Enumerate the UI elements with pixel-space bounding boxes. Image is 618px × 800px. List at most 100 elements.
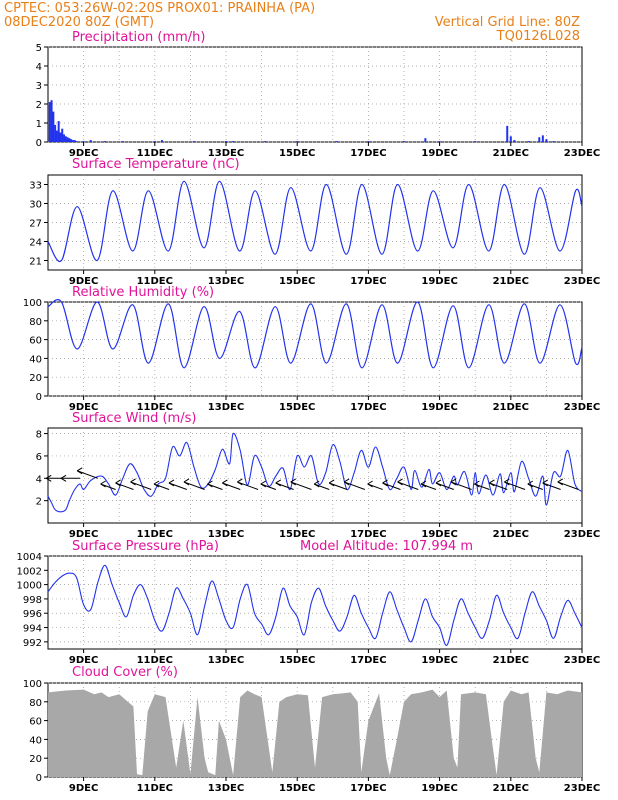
rh-ytick-label: 80 [29, 317, 42, 328]
precip-ytick-label: 1 [36, 119, 42, 130]
wind-arrow-head [367, 480, 373, 485]
precip-bar [192, 141, 195, 142]
wind-arrow-head [207, 483, 213, 488]
temp-xtick-label: 13DEC [208, 276, 244, 287]
precip-bar [70, 139, 73, 142]
wind-ytick-label: 4 [36, 474, 42, 485]
cloud-ytick-label: 60 [29, 717, 42, 728]
wind-arrow-head [100, 480, 106, 485]
wind-arrow-head [474, 480, 480, 485]
precip-xtick-label: 21DEC [493, 148, 529, 159]
wind-arrow [329, 482, 348, 490]
wind-arrow-head [382, 479, 388, 484]
precip-ytick-label: 5 [36, 43, 42, 54]
wind-arrow [382, 482, 401, 490]
cloud-xtick-label: 13DEC [208, 783, 244, 794]
precip-bar [82, 141, 85, 142]
rh-ytick-label: 100 [23, 298, 42, 309]
wind-arrow-head [382, 482, 388, 487]
precip-bar [59, 132, 62, 142]
precip-bar [55, 130, 58, 142]
temp-series-line [47, 180, 583, 263]
wind-arrow [397, 481, 419, 490]
wind-arrow-head [222, 479, 228, 484]
wind-arrow-head [183, 481, 190, 486]
wind-arrow-head [45, 477, 52, 482]
precip-bar [48, 102, 51, 142]
pres-xtick-label: 19DEC [421, 655, 457, 666]
wind-arrow-head [275, 479, 282, 484]
wind-arrow [314, 483, 330, 490]
cloud-title: Cloud Cover (%) [72, 665, 178, 680]
wind-arrow-head [367, 483, 373, 488]
wind-arrow-head [397, 481, 403, 486]
cloud-xtick-label: 21DEC [493, 783, 529, 794]
cloud-area [48, 689, 582, 777]
pres-series-line [47, 564, 583, 646]
precip-bar [232, 141, 235, 142]
wind-ytick-label: 2 [36, 497, 42, 508]
wind-arrow [450, 481, 472, 490]
precip-bar [506, 125, 509, 142]
rh-ytick-label: 40 [29, 354, 42, 365]
wind-arrow [489, 482, 508, 490]
wind-xtick-label: 11DEC [137, 529, 173, 540]
temp-title: Surface Temperature (nC) [72, 157, 240, 172]
wind-arrow-head [115, 479, 121, 484]
wind-arrow-head [557, 478, 564, 483]
precip-xtick-label: 17DEC [350, 148, 386, 159]
wind-arrow [343, 481, 366, 490]
wind-arrow-head [489, 479, 495, 484]
wind-arrow-head [450, 481, 457, 486]
temp-ytick-label: 21 [29, 257, 42, 268]
wind-arrow-head [290, 481, 297, 486]
precip-bar [335, 141, 338, 142]
wind-arrow-head [130, 481, 136, 486]
wind-arrow-head [489, 482, 495, 487]
wind-arrow [542, 482, 561, 490]
pres-frame [47, 555, 583, 650]
wind-frame [47, 427, 583, 524]
pres-xtick-label: 23DEC [564, 655, 600, 666]
rh-xtick-label: 9DEC [69, 402, 98, 413]
wind-arrow [527, 483, 544, 490]
precip-bar [225, 141, 227, 142]
wind-arrow-head [420, 483, 427, 488]
precip-bar [61, 128, 64, 142]
wind-arrow [168, 482, 188, 490]
wind-arrow [153, 483, 170, 490]
cloud-ytick-label: 20 [29, 754, 42, 765]
pres-ytick-label: 1002 [17, 566, 42, 577]
wind-xtick-label: 13DEC [208, 529, 244, 540]
wind-arrow-head [260, 480, 267, 485]
wind-arrow-head [313, 483, 320, 488]
pres-ytick-label: 996 [23, 609, 42, 620]
wind-arrow-head [557, 481, 564, 486]
precip-bar [403, 141, 405, 142]
wind-arrow [76, 470, 99, 479]
precip-bar [545, 139, 548, 142]
rh-xtick-label: 21DEC [493, 402, 529, 413]
wind-arrow-head [60, 474, 67, 479]
wind-arrow-head [504, 481, 510, 486]
temp-xtick-label: 21DEC [493, 276, 529, 287]
precip-bar [63, 134, 66, 142]
wind-arrow-head [397, 478, 403, 483]
wind-arrow-head [474, 483, 480, 488]
wind-arrow-head [222, 482, 228, 487]
precip-xtick-label: 19DEC [421, 148, 457, 159]
precip-bar [50, 100, 53, 142]
precip-bar [513, 140, 516, 142]
wind-arrow-head [542, 482, 549, 487]
precip-bar [264, 141, 267, 142]
pres-ytick-label: 998 [23, 595, 42, 606]
wind-arrow-head [76, 470, 83, 475]
rh-xtick-label: 17DEC [350, 402, 386, 413]
wind-arrow [474, 483, 490, 490]
wind-arrow-head [328, 479, 335, 484]
temp-ytick-label: 27 [29, 219, 42, 230]
temp-xtick-label: 17DEC [350, 276, 386, 287]
cloud-xtick-label: 9DEC [69, 783, 98, 794]
wind-arrow-head [260, 483, 267, 488]
